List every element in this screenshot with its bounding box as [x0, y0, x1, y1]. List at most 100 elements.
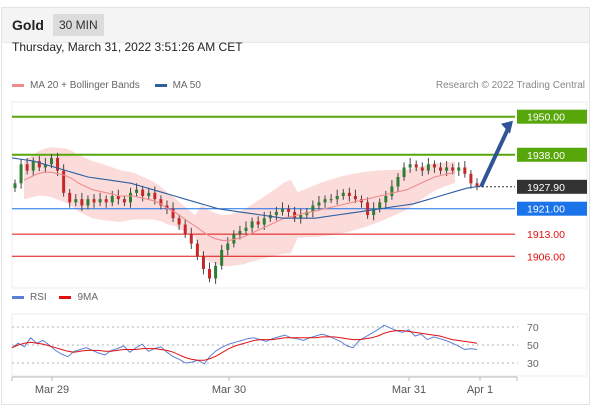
candle-body	[244, 227, 248, 231]
candle-body	[19, 164, 23, 184]
candle-body	[171, 208, 175, 219]
timeframe-button[interactable]: 30 MIN	[53, 14, 104, 36]
candle-body	[220, 249, 224, 266]
candle-body	[311, 205, 315, 212]
header-bar: Gold 30 MIN	[2, 8, 589, 43]
candle-body	[74, 199, 78, 203]
level-badge-resistance	[517, 109, 587, 124]
level-badge-last	[517, 179, 587, 194]
rsi-9ma-line	[11, 330, 478, 361]
datetime-label: Thursday, March 31, 2022 3:51:26 AM CET	[12, 40, 243, 54]
candle-body	[408, 164, 412, 168]
rsi-tick-label: 50	[527, 340, 539, 352]
x-tick-label: Mar 30	[212, 384, 246, 396]
candle-body	[141, 189, 145, 196]
legend-ma50: MA 50	[154, 80, 201, 91]
candle-body	[13, 183, 17, 189]
candle-body	[165, 205, 169, 209]
level-label-support: 1906.00	[527, 251, 565, 263]
rsi-legend: RSI 9MA	[12, 292, 108, 303]
candle-body	[86, 199, 90, 206]
candle-body	[293, 211, 297, 219]
candle-body	[31, 161, 35, 171]
candle-body	[238, 230, 242, 235]
legend-9ma-label: 9MA	[77, 292, 99, 303]
x-tick-label: Apr 1	[467, 384, 493, 396]
price-legend: MA 20 + Bollinger Bands MA 50	[12, 80, 213, 91]
candle-body	[378, 202, 382, 209]
candle-body	[226, 243, 230, 250]
ma20-line	[23, 171, 456, 241]
candle-body	[341, 192, 345, 196]
copyright-text: Research © 2022 Trading Central	[435, 80, 585, 91]
candle-body	[37, 161, 41, 168]
candle-body	[49, 157, 53, 165]
candle-body	[432, 164, 436, 168]
candle-body	[317, 202, 321, 206]
candle-body	[439, 167, 443, 171]
x-tick-label: Mar 31	[392, 384, 426, 396]
candle-body	[195, 243, 199, 257]
level-badge-pivot	[517, 201, 587, 216]
bollinger-band	[24, 147, 455, 267]
candle-body	[414, 164, 418, 168]
candle-body	[372, 208, 376, 216]
candle-body	[262, 218, 266, 225]
candle-body	[208, 268, 212, 279]
candle-body	[353, 196, 357, 200]
candle-body	[201, 256, 205, 269]
candle-body	[214, 265, 218, 279]
level-label-resistance: 1938.00	[527, 150, 565, 162]
candle-body	[287, 208, 291, 212]
rsi-line	[11, 324, 478, 365]
legend-rsi: RSI	[12, 292, 47, 303]
candle-body	[475, 183, 479, 187]
candle-body	[80, 199, 84, 206]
candle-body	[183, 224, 187, 235]
candle-body	[323, 199, 327, 203]
candle-body	[56, 157, 60, 171]
level-badge-resistance	[517, 147, 587, 162]
candle-body	[274, 211, 278, 216]
candle-body	[62, 170, 66, 193]
candle-body	[299, 215, 303, 219]
ma50-swatch	[154, 83, 167, 87]
legend-ma50-label: MA 50	[172, 80, 201, 91]
candle-body	[250, 221, 254, 228]
legend-ma20-label: MA 20 + Bollinger Bands	[30, 80, 140, 91]
candle-body	[329, 199, 333, 201]
candle-body	[366, 202, 370, 216]
candle-body	[390, 186, 394, 196]
candle-body	[98, 199, 102, 203]
x-tick-label: Mar 29	[35, 384, 69, 396]
price-panel-border	[11, 101, 588, 289]
candle-body	[159, 199, 163, 206]
candle-body	[177, 218, 181, 225]
candle-body	[420, 167, 424, 171]
candle-body	[147, 192, 151, 196]
candle-body	[110, 196, 114, 203]
ma50-line	[11, 157, 479, 219]
candle-body	[43, 164, 47, 168]
rsi-swatch	[12, 295, 24, 299]
level-label-resistance: 1950.00	[527, 112, 565, 124]
candle-body	[396, 176, 400, 187]
candle-body	[116, 196, 120, 200]
legend-rsi-label: RSI	[30, 292, 47, 303]
legend-ma20: MA 20 + Bollinger Bands	[12, 80, 140, 91]
rsi-tick-label: 70	[527, 322, 539, 334]
candle-body	[104, 199, 108, 203]
forecast-arrow-shaft	[479, 125, 511, 188]
candle-body	[426, 164, 430, 171]
candle-body	[384, 196, 388, 203]
candle-body	[153, 192, 157, 200]
rsi-tick-label: 30	[527, 358, 539, 370]
level-label-support: 1913.00	[527, 229, 565, 241]
level-label-pivot: 1921.00	[527, 204, 565, 216]
ma9-swatch	[59, 295, 72, 299]
forecast-arrow-head	[501, 120, 513, 134]
candle-body	[122, 199, 126, 203]
candle-body	[451, 167, 455, 171]
candle-body	[129, 192, 132, 203]
